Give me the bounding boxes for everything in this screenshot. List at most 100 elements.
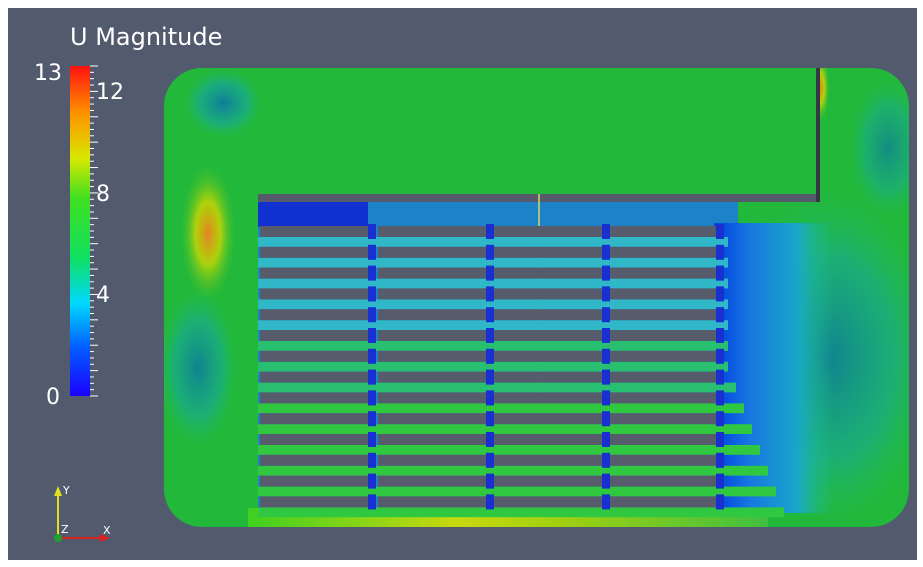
- gap-flow: [602, 224, 610, 239]
- gap-flow: [716, 286, 724, 302]
- gap-flow: [716, 411, 724, 427]
- orientation-axes: [54, 486, 110, 542]
- gap-flow: [486, 432, 494, 447]
- z-axis-label: Z: [61, 523, 69, 536]
- inlet-region: [258, 202, 368, 227]
- gap-flow: [602, 390, 610, 406]
- y-axis-label: Y: [63, 484, 70, 497]
- gap-flow: [486, 494, 494, 510]
- gap-flow: [716, 244, 724, 260]
- gap-flow: [602, 452, 610, 468]
- gap-flow: [368, 328, 376, 343]
- y-axis-arrow: [54, 486, 62, 496]
- gap-flow: [368, 244, 376, 260]
- plate: [494, 413, 602, 425]
- gap-flow: [368, 348, 376, 364]
- gap-flow: [368, 432, 376, 447]
- gap-flow: [602, 411, 610, 427]
- plate: [494, 288, 602, 300]
- gap-flow: [486, 369, 494, 385]
- colorbar-min-label: 0: [46, 385, 60, 410]
- flow-streak: [258, 403, 744, 414]
- colorbar-tick-8: 8: [96, 182, 110, 207]
- colorbar: [70, 65, 98, 397]
- gap-flow: [716, 452, 724, 468]
- gap-flow: [716, 224, 724, 239]
- gap-flow: [716, 369, 724, 385]
- gap-flow: [602, 494, 610, 510]
- flow-streak: [258, 445, 760, 455]
- colorbar-bar: [70, 66, 90, 396]
- gap-flow: [716, 328, 724, 343]
- plate: [610, 371, 718, 383]
- colorbar-max-label: 13: [34, 61, 62, 86]
- plate: [494, 475, 602, 487]
- plate: [260, 309, 368, 321]
- plate: [494, 392, 602, 404]
- plate: [378, 330, 486, 341]
- render-viewport[interactable]: U Magnitude 13 12 8 4 0 Y Z X: [8, 8, 917, 560]
- flow-streak: [258, 299, 728, 310]
- gap-flow: [486, 473, 494, 489]
- plate: [494, 267, 602, 279]
- plate: [610, 330, 718, 341]
- gap-flow: [716, 432, 724, 447]
- plate: [378, 309, 486, 321]
- gap-flow: [716, 494, 724, 510]
- plate: [260, 475, 368, 487]
- gap-flow: [368, 473, 376, 489]
- gap-flow: [602, 244, 610, 260]
- plate: [494, 226, 602, 237]
- colorbar-tick-4: 4: [96, 283, 110, 308]
- plate: [378, 371, 486, 383]
- colorbar-tick-12: 12: [96, 80, 124, 105]
- plate: [260, 330, 368, 341]
- gap-flow: [486, 390, 494, 406]
- plate: [610, 350, 718, 362]
- plate: [378, 413, 486, 425]
- gap-flow: [716, 473, 724, 489]
- plate: [260, 246, 368, 258]
- gap-flow: [486, 286, 494, 302]
- flow-streak: [258, 361, 728, 372]
- gap-flow: [602, 265, 610, 281]
- gap-flow: [486, 328, 494, 343]
- x-axis-arrow: [100, 534, 110, 542]
- plate: [610, 496, 718, 508]
- plate: [494, 350, 602, 362]
- plate: [260, 454, 368, 466]
- flow-streak: [258, 486, 776, 497]
- gap-flow: [486, 411, 494, 427]
- plate: [378, 392, 486, 404]
- plate: [610, 454, 718, 466]
- gap-flow: [368, 390, 376, 406]
- plate: [260, 392, 368, 404]
- flow-streak: [258, 237, 728, 247]
- flow-streak: [258, 507, 784, 518]
- plate: [610, 309, 718, 321]
- flow-streak: [258, 278, 728, 289]
- plate: [378, 475, 486, 487]
- plate: [610, 475, 718, 487]
- colorbar-minor-ticks: [90, 65, 98, 397]
- gap-flow: [486, 348, 494, 364]
- gap-flow: [368, 265, 376, 281]
- flow-field-view: [54, 65, 909, 542]
- plate: [494, 309, 602, 321]
- gap-flow: [368, 224, 376, 239]
- gap-flow: [368, 494, 376, 510]
- plate: [378, 246, 486, 258]
- z-axis-dot: [54, 534, 62, 542]
- gap-flow: [486, 307, 494, 323]
- flow-streak: [258, 382, 736, 393]
- gap-flow: [602, 432, 610, 447]
- flow-streak: [258, 424, 752, 434]
- plate: [494, 454, 602, 466]
- plate: [378, 454, 486, 466]
- gap-flow: [368, 411, 376, 427]
- plate: [260, 413, 368, 425]
- flow-streak: [258, 257, 728, 268]
- plate: [610, 413, 718, 425]
- gap-flow: [602, 328, 610, 343]
- plate: [610, 246, 718, 258]
